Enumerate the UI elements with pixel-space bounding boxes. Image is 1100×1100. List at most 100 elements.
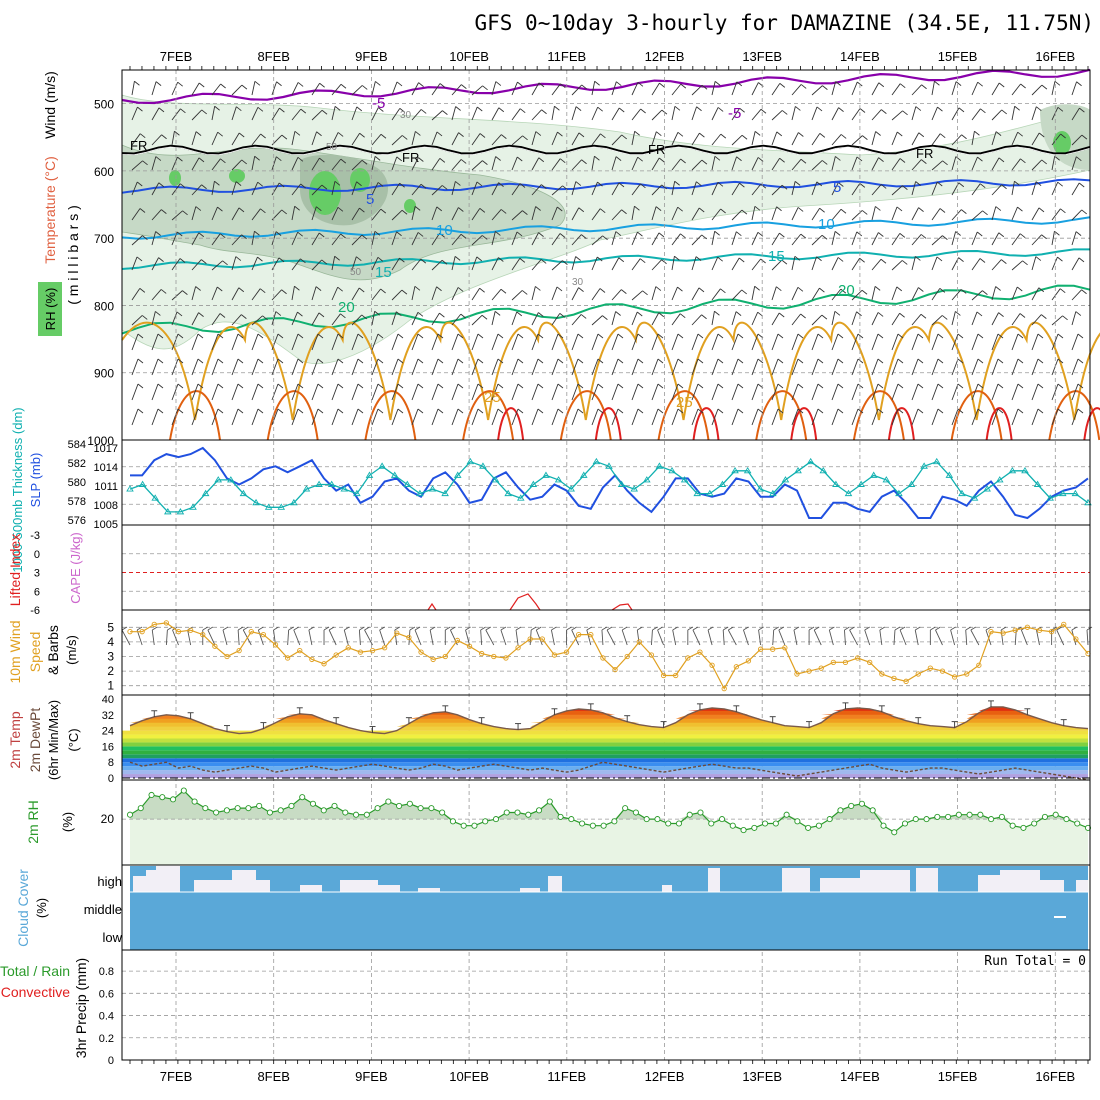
wind-barb-flag (1057, 256, 1063, 262)
wind-barb-flag (500, 209, 507, 214)
wind-barb (1011, 206, 1018, 221)
wind-barb-flag (957, 408, 964, 414)
wind-barb-flag (596, 256, 603, 262)
contour-label-rh30b: 30 (572, 277, 584, 288)
wind-barb (311, 109, 323, 121)
cape-ytick: 6 (34, 586, 40, 598)
wind-barb (151, 107, 160, 121)
wind-barb-flag (241, 84, 248, 90)
wind-barb-flag (238, 287, 245, 293)
temp-color-band (122, 734, 1088, 739)
wind-barb-flag (779, 83, 786, 88)
wind-barb-flag (497, 358, 504, 364)
wind-barb-flag (937, 408, 944, 414)
run-total: Run Total = 0 (984, 954, 1086, 969)
wind-barb (311, 184, 323, 196)
wind-barb-flag (600, 133, 606, 139)
wind-barb-flag (177, 81, 183, 87)
temp-color-band (122, 746, 1088, 751)
wind-barb (851, 183, 861, 196)
wind-barb (571, 234, 582, 246)
wind-barb-flag (657, 383, 664, 389)
wind-barb (731, 311, 737, 326)
wind-barb-flag (139, 133, 146, 139)
wind-barb (491, 257, 499, 271)
date-label-bottom: 11FEB (547, 1069, 586, 1084)
wind-barb (511, 81, 518, 96)
wind10-marker (430, 656, 436, 663)
wind-barb (791, 313, 801, 326)
wind-barb-flag (219, 233, 226, 239)
wind10-barb (778, 629, 786, 646)
wind-barb (711, 383, 719, 401)
wind-barb (371, 107, 379, 121)
wind-barb (371, 231, 376, 246)
wind-barb-flag (976, 311, 983, 317)
wind-barb (251, 333, 259, 351)
wind-barb (131, 81, 135, 96)
wind-barb (371, 311, 376, 326)
wind-barb-flag (501, 134, 507, 139)
wind-barb (951, 107, 960, 121)
wind-barb (751, 358, 759, 376)
wind-barb (911, 358, 919, 376)
wind10-barb (328, 629, 337, 646)
wind10-barb-flag (121, 626, 128, 631)
wind-barb-flag (658, 232, 665, 238)
wind-barb (411, 258, 422, 271)
wind-barb (491, 358, 499, 376)
rh-marker (848, 802, 855, 809)
wind-barb (451, 287, 459, 301)
wind-barb (411, 157, 419, 171)
contour-label-p5b: 5 (833, 179, 841, 196)
wind-barb-flag (618, 182, 625, 188)
wind-barb-flag (917, 358, 924, 364)
wind-barb (191, 383, 199, 401)
wind-barb-flag (897, 358, 904, 364)
temp-line (129, 706, 1089, 735)
wind-barb (471, 85, 483, 96)
wind-barb-flag (182, 290, 188, 295)
wind-barb-flag (377, 256, 384, 262)
wind-barb-flag (397, 358, 404, 364)
panel-border-cape (121, 524, 1091, 611)
wind-barb (711, 182, 719, 196)
rh-marker (234, 805, 241, 812)
wind10-barb-flag (687, 626, 694, 631)
wind-barb (751, 232, 759, 246)
wind-barb (751, 312, 759, 326)
wind10-barb-flag (243, 626, 249, 631)
wind-barb (751, 408, 759, 426)
wind-barb-flag (541, 109, 547, 115)
wind10-barb (672, 629, 677, 646)
wind-barb-flag (538, 312, 544, 317)
wind-barb (1051, 256, 1058, 271)
rh-marker (955, 811, 962, 818)
wind-barb (651, 157, 660, 171)
wind-barb-flag (939, 288, 946, 293)
wind-barb (531, 157, 540, 171)
wind-barb (391, 183, 401, 196)
wind-barb-flag (297, 358, 304, 364)
wind-barb-flag (418, 157, 424, 162)
wind-barb-flag (856, 156, 863, 162)
wind-barb (1011, 132, 1019, 146)
wind-barb (631, 206, 635, 221)
wind-barb-flag (458, 207, 464, 212)
wind-barb (1071, 333, 1079, 351)
ylabel-wind: Wind (m/s) (42, 71, 58, 139)
wind-barb-flag (1017, 383, 1024, 389)
wind-barb-flag (617, 358, 624, 364)
wind-barb-flag (415, 131, 421, 136)
wind-barb-flag (377, 333, 384, 339)
wind-barb-flag (337, 333, 344, 339)
wind-barb-flag (498, 182, 504, 187)
wind-barb (611, 257, 620, 271)
thickness-marker (756, 485, 765, 492)
wind-barb (751, 157, 759, 171)
rh-marker (148, 791, 155, 799)
wind-barb-flag (319, 82, 325, 88)
wind-barb (211, 313, 221, 326)
